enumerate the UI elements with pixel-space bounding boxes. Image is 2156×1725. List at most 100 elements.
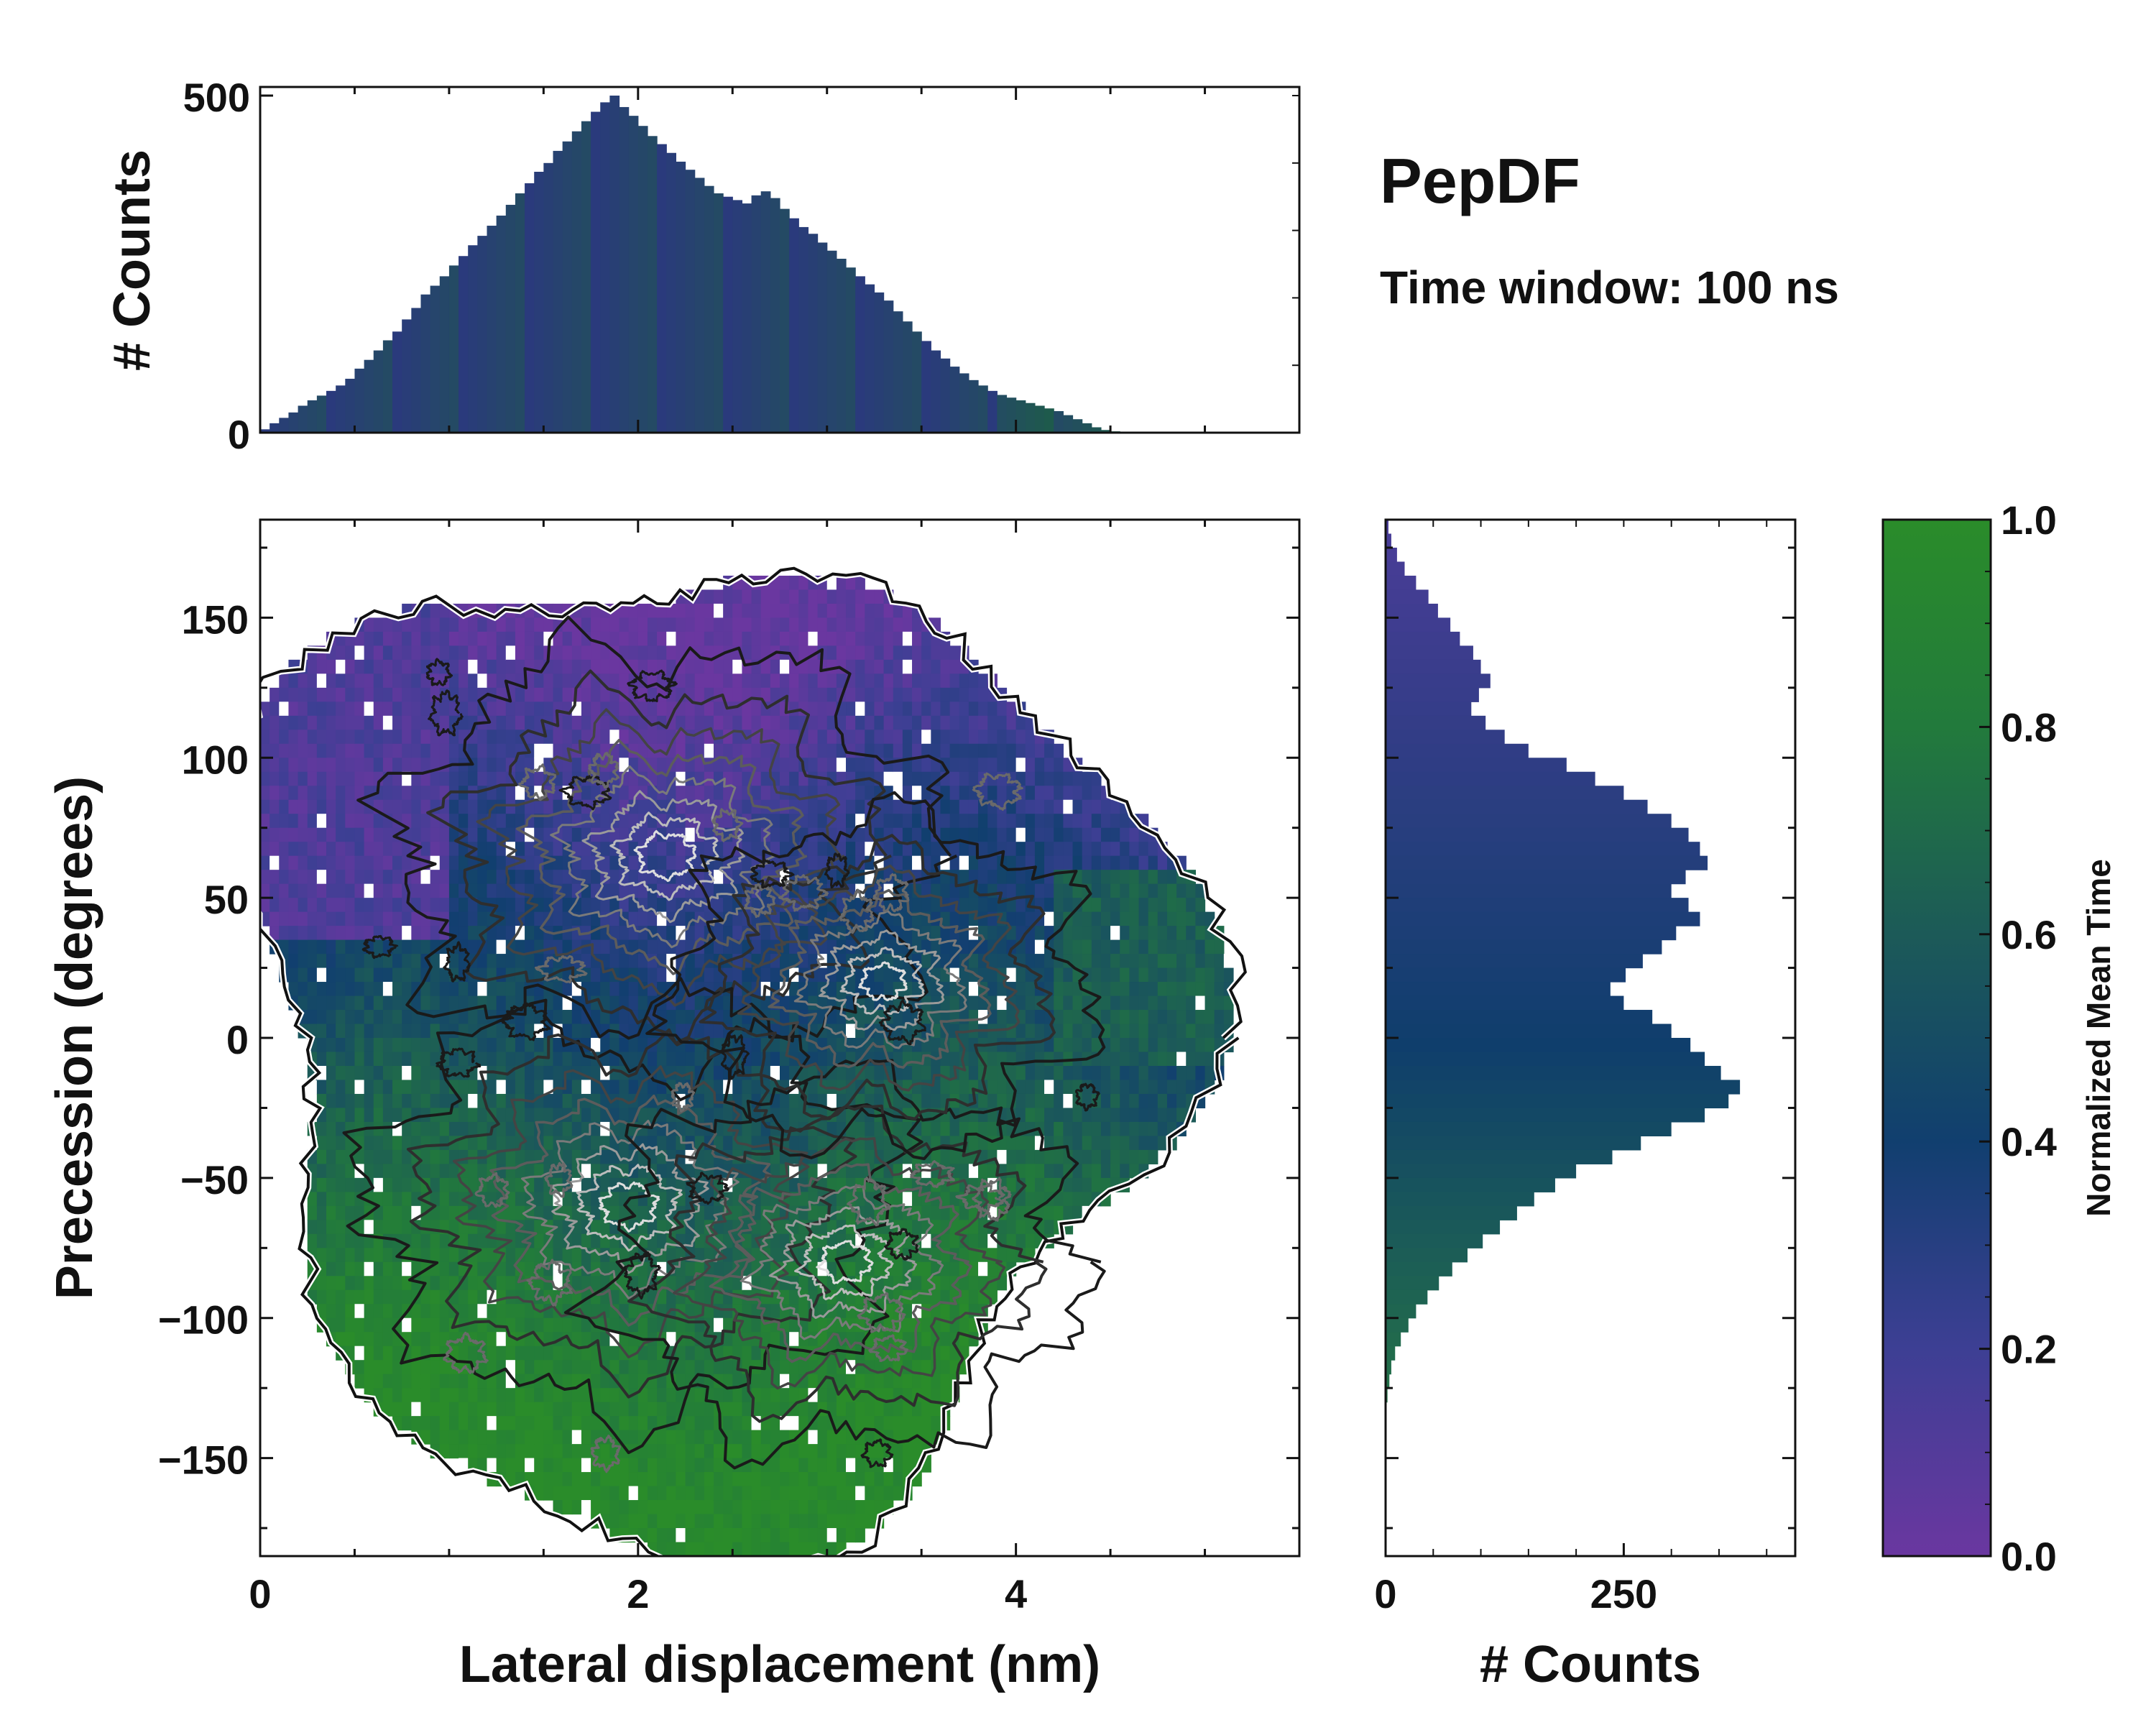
heatmap-cell — [392, 954, 402, 969]
heatmap-cell — [666, 1304, 676, 1319]
chart-title: PepDF — [1380, 145, 1580, 216]
heatmap-cell — [657, 1233, 667, 1248]
heatmap-cell — [789, 1402, 799, 1417]
heatmap-cell — [959, 702, 969, 717]
heatmap-cell — [760, 589, 771, 604]
heatmap-cell — [865, 603, 875, 619]
heatmap-cell — [439, 898, 450, 913]
top-histogram-bar — [808, 234, 819, 433]
heatmap-cell — [562, 1192, 573, 1207]
heatmap-cell — [364, 631, 374, 646]
heatmap-cell — [657, 1220, 667, 1235]
heatmap-cell — [591, 1360, 601, 1375]
heatmap-cell — [723, 1472, 733, 1487]
heatmap-cell — [345, 771, 356, 786]
heatmap-cell — [571, 1149, 582, 1164]
heatmap-cell — [694, 1458, 705, 1473]
heatmap-cell — [704, 743, 714, 758]
top-histogram-bar — [855, 276, 865, 433]
heatmap-cell — [751, 1346, 762, 1361]
heatmap-cell — [307, 799, 318, 814]
heatmap-cell — [354, 1374, 365, 1389]
heatmap-cell — [940, 1374, 951, 1389]
heatmap-cell — [959, 870, 969, 885]
heatmap-cell — [770, 1514, 780, 1529]
heatmap-cell — [760, 1192, 771, 1207]
heatmap-cell — [817, 842, 828, 857]
heatmap-cell — [430, 1416, 441, 1431]
heatmap-cell — [826, 1430, 837, 1445]
heatmap-cell — [534, 1458, 544, 1473]
heatmap-cell — [770, 1304, 780, 1319]
heatmap-cell — [534, 645, 544, 661]
heatmap-cell — [647, 1458, 658, 1473]
heatmap-cell — [459, 1149, 469, 1164]
heatmap-cell — [865, 1486, 875, 1501]
heatmap-cell — [846, 702, 856, 717]
heatmap-cell — [562, 715, 573, 730]
heatmap-cell — [676, 1360, 686, 1375]
heatmap-cell — [402, 702, 412, 717]
heatmap-cell — [647, 617, 658, 632]
heatmap-cell — [364, 1149, 374, 1164]
heatmap-cell — [382, 911, 393, 926]
heatmap-cell — [846, 1444, 856, 1459]
heatmap-cell — [1015, 911, 1026, 926]
heatmap-cell — [515, 1192, 525, 1207]
heatmap-cell — [496, 939, 507, 954]
heatmap-cell — [713, 702, 724, 717]
heatmap-cell — [364, 1261, 374, 1276]
heatmap-cell — [364, 659, 374, 674]
heatmap-cell — [666, 898, 676, 913]
heatmap-cell — [562, 1346, 573, 1361]
heatmap-cell — [373, 1248, 384, 1263]
heatmap-cell — [723, 631, 733, 646]
heatmap-cell — [874, 982, 885, 997]
heatmap-cell — [647, 659, 658, 674]
heatmap-cell — [609, 982, 620, 997]
heatmap-cell — [543, 814, 554, 829]
heatmap-cell — [288, 911, 299, 926]
heatmap-cell — [1015, 799, 1026, 814]
heatmap-cell — [959, 842, 969, 857]
heatmap-cell — [931, 702, 941, 717]
heatmap-cell — [949, 827, 960, 842]
heatmap-cell — [373, 702, 384, 717]
heatmap-cell — [826, 842, 837, 857]
heatmap-cell — [448, 1192, 459, 1207]
heatmap-cell — [326, 702, 336, 717]
heatmap-cell — [543, 1430, 554, 1445]
heatmap-cell — [468, 1304, 478, 1319]
heatmap-cell — [373, 673, 384, 689]
heatmap-cell — [373, 1332, 384, 1347]
heatmap-cell — [637, 1472, 648, 1487]
heatmap-cell — [336, 1149, 346, 1164]
heatmap-cell — [307, 1233, 318, 1248]
heatmap-cell — [968, 1205, 979, 1220]
heatmap-cell — [316, 855, 327, 870]
heatmap-cell — [288, 870, 299, 885]
heatmap-cell — [770, 967, 780, 983]
heatmap-cell — [628, 1458, 639, 1473]
top-histogram-bar — [505, 204, 516, 433]
heatmap-cell — [997, 758, 1008, 773]
heatmap-cell — [978, 1121, 988, 1137]
heatmap-cell — [931, 1416, 941, 1431]
heatmap-cell — [279, 715, 290, 730]
heatmap-cell — [723, 1486, 733, 1501]
heatmap-cell — [874, 743, 885, 758]
heatmap-cell — [657, 631, 667, 646]
heatmap-cell — [534, 954, 544, 969]
heatmap-cell — [760, 631, 771, 646]
heatmap-cell — [780, 911, 790, 926]
heatmap-cell — [591, 687, 601, 702]
heatmap-cell — [382, 883, 393, 898]
heatmap-cell — [780, 1108, 790, 1123]
heatmap-cell — [798, 926, 809, 941]
heatmap-cell — [817, 758, 828, 773]
heatmap-cell — [288, 687, 299, 702]
heatmap-cell — [581, 659, 591, 674]
heatmap-cell — [855, 1121, 865, 1137]
heatmap-cell — [448, 855, 459, 870]
heatmap-cell — [1006, 1233, 1017, 1248]
